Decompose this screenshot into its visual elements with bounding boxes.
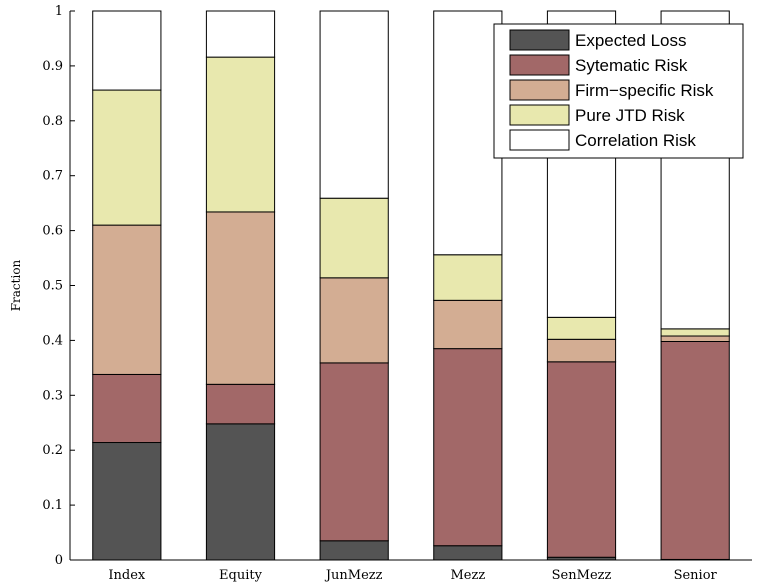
- bar-equity-firm-specific-risk: [205, 211, 276, 385]
- bar-equity-pure-jtd-risk: [205, 56, 276, 213]
- legend-swatch-pure-jtd-risk: [509, 104, 570, 126]
- y-tick-label: 0.9: [42, 59, 63, 74]
- legend-label-sytematic-risk: Sytematic Risk: [575, 56, 688, 75]
- y-tick-label: 0.2: [42, 443, 63, 458]
- y-tick-label: 0.5: [42, 279, 63, 294]
- bar-junmezz-correlation-risk: [319, 10, 389, 199]
- y-tick-label: 0.7: [42, 169, 63, 184]
- bar-equity-expected-loss: [205, 423, 276, 561]
- y-tick-label: 0.6: [42, 224, 63, 239]
- legend-label-firm-specific-risk: Firm−specific Risk: [575, 81, 714, 100]
- legend-swatch-sytematic-risk: [509, 54, 570, 76]
- y-tick-label: 0.8: [42, 114, 63, 129]
- bar-junmezz-firm-specific-risk: [319, 277, 389, 364]
- legend-swatch-correlation-risk: [509, 129, 570, 151]
- x-tick-label: Senior: [674, 568, 718, 583]
- x-tick-label: Index: [108, 568, 146, 583]
- bar-junmezz-expected-loss: [319, 540, 389, 561]
- x-tick-label: SenMezz: [552, 568, 612, 583]
- bar-index-firm-specific-risk: [92, 224, 162, 375]
- bar-senior-sytematic-risk: [660, 341, 730, 560]
- bar-mezz-correlation-risk: [433, 10, 503, 256]
- legend: Expected Loss Sytematic Risk Firm−specific…: [493, 23, 744, 159]
- legend-label-pure-jtd-risk: Pure JTD Risk: [575, 106, 685, 125]
- bar-mezz-expected-loss: [433, 545, 503, 561]
- bar-junmezz-pure-jtd-risk: [319, 197, 389, 279]
- legend-label-expected-loss: Expected Loss: [575, 31, 687, 50]
- bar-index-correlation-risk: [92, 10, 162, 91]
- bar-senmezz-firm-specific-risk: [546, 338, 617, 363]
- bar-senior-pure-jtd-risk: [660, 328, 730, 337]
- y-tick-label: 0.3: [42, 388, 63, 403]
- bar-mezz-sytematic-risk: [433, 348, 503, 547]
- x-tick-label: JunMezz: [324, 568, 383, 583]
- x-tick-label: Mezz: [450, 568, 485, 583]
- y-tick-label: 0.1: [42, 498, 63, 513]
- legend-swatch-firm-specific-risk: [509, 79, 570, 101]
- y-tick-label: 0: [55, 553, 63, 568]
- bar-equity-sytematic-risk: [205, 383, 276, 425]
- y-tick-label: 1: [55, 4, 63, 19]
- x-tick-label: Equity: [219, 568, 263, 583]
- bar-senmezz-sytematic-risk: [546, 361, 617, 558]
- bar-index-pure-jtd-risk: [92, 89, 162, 226]
- bar-layer: [92, 10, 730, 561]
- bar-mezz-firm-specific-risk: [433, 299, 503, 350]
- bar-mezz-pure-jtd-risk: [433, 254, 503, 301]
- bar-index-sytematic-risk: [92, 373, 162, 444]
- legend-label-correlation-risk: Correlation Risk: [575, 131, 696, 150]
- y-tick-label: 0.4: [42, 333, 63, 348]
- bar-junmezz-sytematic-risk: [319, 362, 389, 542]
- bar-index-expected-loss: [92, 442, 162, 561]
- legend-swatch-expected-loss: [509, 29, 570, 51]
- bar-equity-correlation-risk: [205, 10, 276, 58]
- y-axis-label: Fraction: [9, 259, 23, 311]
- bar-senmezz-pure-jtd-risk: [546, 316, 617, 340]
- bar-senior-firm-specific-risk: [660, 335, 730, 343]
- axes: 0 0.1 0.2 0.3 0.4 0.5 0.6 0.7 0.8 0.9 1 Index Equity…: [9, 4, 752, 583]
